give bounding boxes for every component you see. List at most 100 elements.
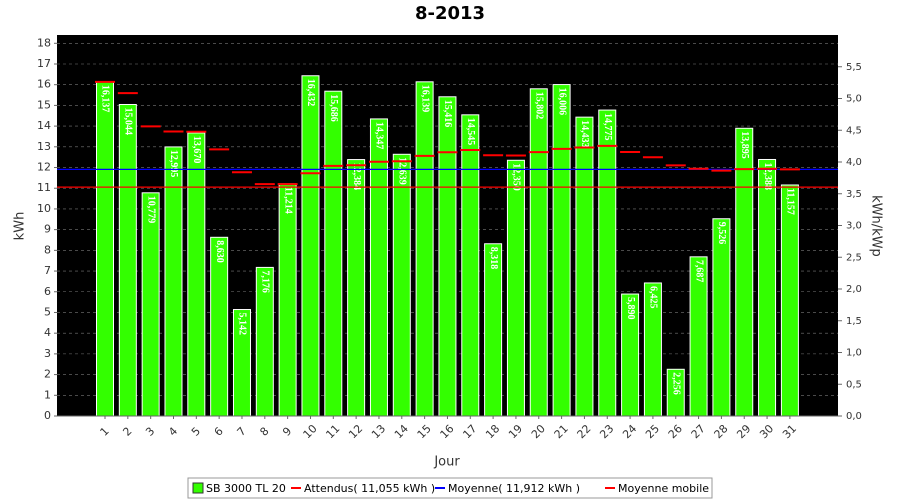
value-label: 13,670 (191, 136, 202, 164)
x-tick-label: 13 (369, 422, 388, 441)
x-tick-label: 12 (346, 422, 365, 441)
legend-swatch (192, 482, 204, 494)
bar (278, 183, 297, 417)
y-tick-label: 1 (44, 388, 51, 401)
y2-tick-label: 3,0 (846, 221, 862, 232)
bar (552, 84, 571, 417)
value-label: 11,214 (282, 187, 293, 214)
x-axis-title: Jour (433, 455, 460, 470)
y2-tick-label: 1,0 (846, 348, 862, 359)
x-tick-label: 23 (597, 422, 616, 441)
value-label: 9,526 (716, 222, 727, 245)
x-tick-label: 15 (415, 422, 434, 441)
x-tick-label: 9 (280, 425, 294, 439)
y-tick-label: 18 (37, 36, 51, 49)
value-label: 15,686 (328, 94, 339, 122)
y2-tick-label: 3,5 (846, 189, 862, 200)
y2-tick-label: 2,5 (846, 252, 862, 263)
x-tick-label: 30 (757, 422, 776, 441)
bar (506, 159, 525, 417)
y-tick-label: 13 (37, 140, 51, 153)
bar (392, 153, 411, 417)
value-label: 5,890 (625, 297, 636, 320)
value-label: 11,157 (785, 188, 796, 215)
value-label: 15,802 (533, 92, 544, 120)
y2-tick-label: 0,0 (846, 411, 862, 422)
value-label: 14,545 (465, 118, 476, 146)
value-label: 14,433 (579, 120, 590, 147)
value-label: 12,350 (511, 163, 522, 191)
y-tick-label: 8 (44, 243, 51, 256)
legend-label: Moyenne( 11,912 kWh ) (448, 482, 580, 495)
bar (575, 116, 594, 417)
y-tick-label: 14 (37, 119, 51, 132)
x-tick-label: 1 (98, 425, 112, 439)
y-tick-label: 15 (37, 98, 51, 111)
value-label: 16,432 (305, 79, 316, 107)
y-tick-label: 9 (44, 223, 51, 236)
bar (187, 132, 206, 417)
y2-tick-label: 1,5 (846, 316, 862, 327)
value-label: 12,639 (396, 157, 407, 185)
x-tick-label: 25 (643, 422, 662, 441)
x-tick-label: 22 (575, 422, 594, 441)
bar (712, 218, 731, 417)
x-tick-label: 29 (734, 422, 753, 441)
y-tick-label: 16 (37, 78, 51, 91)
value-label: 16,137 (100, 85, 111, 113)
x-tick-label: 21 (552, 422, 571, 441)
bar (438, 96, 457, 417)
bar (780, 184, 799, 417)
y2-tick-label: 4,0 (846, 157, 862, 168)
y2-tick-label: 5,5 (846, 62, 862, 73)
x-tick-label: 14 (392, 422, 411, 441)
y-tick-label: 10 (37, 202, 51, 215)
bar (301, 75, 320, 417)
value-label: 14,347 (374, 122, 385, 149)
x-tick-label: 20 (529, 422, 548, 441)
x-tick-label: 7 (235, 425, 249, 439)
y-tick-label: 5 (44, 305, 51, 318)
bar (415, 81, 434, 417)
x-tick-label: 10 (301, 422, 320, 441)
x-tick-label: 16 (438, 422, 457, 441)
y-tick-label: 4 (44, 326, 51, 339)
bar (210, 236, 229, 417)
x-tick-label: 17 (460, 422, 479, 441)
bar (461, 114, 480, 417)
value-label: 7,176 (260, 270, 271, 293)
y-tick-label: 6 (44, 285, 51, 298)
bar (324, 90, 343, 417)
legend-label: Moyenne mobile (618, 482, 709, 495)
y2-tick-label: 4,5 (846, 125, 862, 136)
y2-tick-label: 5,0 (846, 94, 862, 105)
x-tick-label: 26 (666, 422, 685, 441)
y-tick-label: 2 (44, 368, 51, 381)
y-axis-title: kWh (13, 212, 28, 241)
value-label: 12,995 (168, 150, 179, 178)
x-tick-label: 6 (212, 425, 226, 439)
bar (598, 109, 617, 417)
x-tick-label: 4 (166, 425, 180, 439)
y2-tick-label: 0,5 (846, 379, 862, 390)
x-tick-label: 31 (780, 422, 799, 441)
bar (758, 158, 777, 417)
x-tick-label: 24 (620, 422, 639, 441)
value-label: 16,006 (556, 88, 567, 116)
value-label: 2,256 (670, 372, 681, 395)
legend (187, 477, 713, 499)
value-label: 12,384 (351, 163, 362, 191)
value-label: 15,044 (123, 107, 134, 135)
value-label: 5,142 (237, 313, 248, 335)
value-label: 16,139 (419, 85, 430, 113)
x-tick-label: 27 (689, 422, 708, 441)
value-label: 8,630 (214, 240, 225, 263)
x-tick-label: 11 (323, 422, 342, 441)
x-tick-label: 19 (506, 422, 525, 441)
bar (96, 81, 114, 417)
y-tick-label: 7 (44, 264, 51, 277)
x-tick-label: 18 (483, 422, 502, 441)
legend-label: SB 3000 TL 20 (206, 482, 286, 495)
bar (369, 118, 388, 417)
